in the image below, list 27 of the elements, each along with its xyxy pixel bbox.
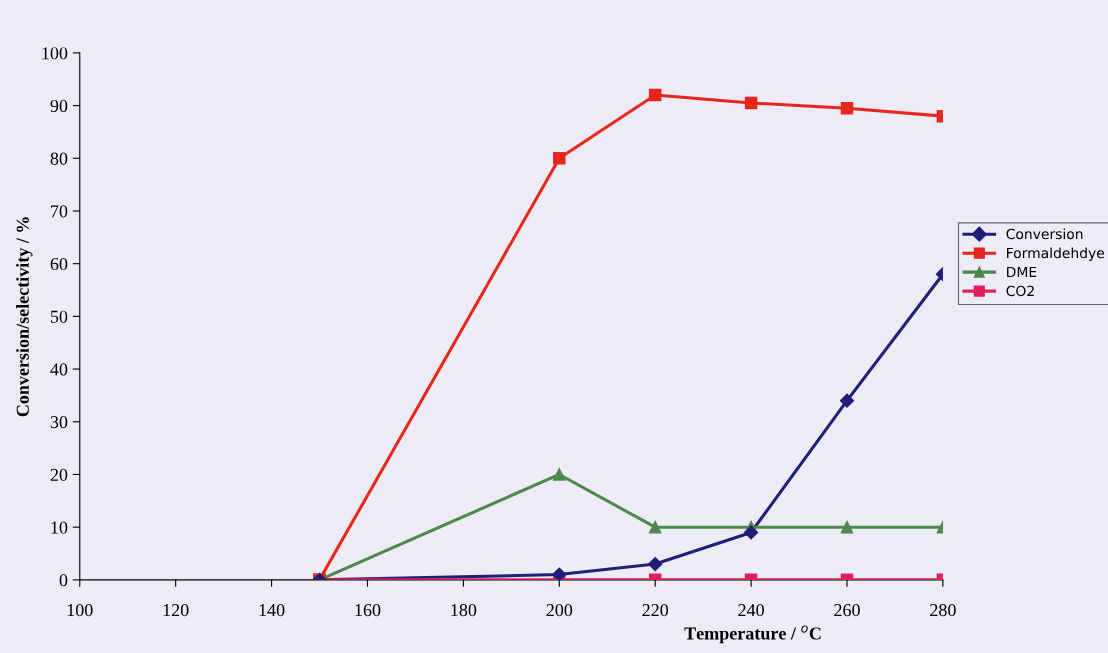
legend-label: CO2 <box>1006 285 1034 297</box>
y-tick-label: 50 <box>50 310 68 323</box>
y-tick-label: 100 <box>42 47 68 60</box>
x-tick-label: 140 <box>259 604 285 617</box>
x-tick-label: 240 <box>738 604 764 617</box>
x-tick-label: 120 <box>163 604 189 617</box>
y-tick-label: 60 <box>50 257 68 271</box>
y-tick-label: 80 <box>50 152 68 165</box>
y-tick-label: 30 <box>50 416 68 429</box>
y-tick-label: 90 <box>50 99 68 113</box>
y-axis-title: Conversion/selectivity / % <box>16 217 33 417</box>
y-tick-label: 40 <box>50 363 68 376</box>
legend-label: Conversion <box>1006 228 1083 240</box>
x-tick-label: 160 <box>355 604 381 617</box>
y-tick-label: 10 <box>51 521 68 534</box>
x-tick-label: 220 <box>642 604 669 617</box>
x-axis-title: Temperature / $^{o}$C <box>684 625 821 644</box>
x-tick-label: 100 <box>67 604 93 617</box>
y-tick-label: 0 <box>59 574 68 587</box>
legend-label: Formaldehdye <box>1007 247 1105 261</box>
x-tick-label: 180 <box>451 604 477 617</box>
x-tick-label: 280 <box>930 604 956 617</box>
y-tick-label: 70 <box>51 205 68 218</box>
x-tick-label: 200 <box>546 604 573 617</box>
legend-label: DME <box>1007 266 1037 278</box>
y-tick-label: 20 <box>50 468 68 481</box>
x-tick-label: 260 <box>834 604 860 617</box>
